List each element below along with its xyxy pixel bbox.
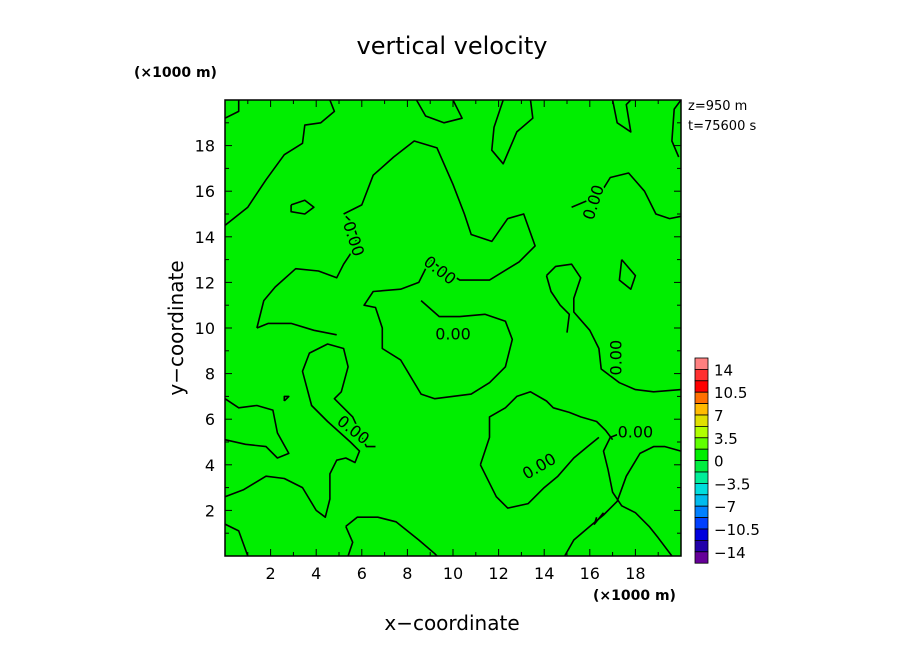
contour-line-19 [345, 526, 354, 557]
colorbar-label: −10.5 [714, 521, 760, 539]
contour-line-7 [224, 343, 376, 518]
colorbar-swatch [694, 368, 709, 382]
contour-label-5: 0.00 [618, 422, 654, 441]
y-tick-label: 8 [205, 365, 215, 384]
x-tick-label: 2 [266, 564, 276, 583]
colorbar-swatch [694, 471, 709, 484]
x-tick-label: 10 [443, 564, 463, 583]
x-tick-label: 8 [402, 564, 412, 583]
colorbar-label: −7 [714, 498, 736, 516]
colorbar-swatch [694, 528, 709, 541]
x-tick-label: 16 [580, 564, 600, 583]
contour-line-23 [283, 395, 290, 402]
contour-line-21 [618, 259, 637, 290]
contour-line-24 [671, 99, 682, 158]
time-annotation: t=75600 s [688, 119, 756, 134]
colorbar-swatch [694, 403, 709, 416]
colorbar-swatch [694, 517, 709, 530]
x-tick-label: 14 [534, 564, 554, 583]
contour-line-6 [224, 398, 290, 459]
x-axis-label: x−coordinate [384, 611, 519, 635]
contour-line-13 [479, 391, 614, 466]
contour-line-2 [415, 99, 463, 124]
colorbar-label: −14 [714, 544, 746, 562]
colorbar-swatch [694, 551, 709, 564]
contour-line-14 [479, 436, 600, 509]
y-tick-label: 4 [205, 456, 215, 475]
x-tick-label: 12 [488, 564, 508, 583]
colorbar-swatch [694, 460, 709, 473]
colorbar-swatch [694, 505, 709, 519]
y-tick-label: 2 [205, 501, 215, 520]
height-annotation: z=950 m [688, 99, 747, 114]
contour-label-2: 0.00 [435, 324, 471, 343]
contour-line-3 [491, 99, 534, 165]
contour-line-22 [290, 199, 315, 215]
y-tick-label: 16 [195, 182, 215, 201]
colorbar-label: 14 [714, 361, 733, 379]
colorbar-label: 3.5 [714, 430, 738, 448]
x-tick-label: 4 [311, 564, 321, 583]
contour-line-17 [224, 523, 249, 557]
contour-label-4: 0.00 [607, 340, 626, 376]
contour-line-0 [224, 99, 336, 227]
colorbar-label: 0 [714, 453, 724, 471]
y-unit-label: (×1000 m) [134, 65, 217, 81]
colorbar-swatch [694, 448, 709, 462]
colorbar-swatch [694, 425, 709, 439]
plot-area: 0.000.000.000.000.000.000.000.00 2 4 6 8 10 1… [195, 99, 682, 583]
colorbar-swatch [694, 380, 709, 393]
contour-lines [224, 99, 682, 557]
contour-line-16 [602, 432, 673, 557]
y-tick-label: 10 [195, 319, 215, 338]
contour-line-4 [611, 99, 632, 133]
x-unit-label: (×1000 m) [593, 588, 676, 604]
contour-line-1 [224, 100, 240, 119]
colorbar-swatch [694, 494, 709, 507]
contour-line-11 [545, 275, 571, 333]
contour-line-12 [571, 172, 682, 220]
velocity-field [225, 100, 681, 556]
axis-ticks: 2 4 6 8 10 12 14 16 18 2 4 6 8 10 12 14 16 18 [195, 100, 681, 583]
contour-line-18 [345, 516, 438, 557]
x-tick-label: 18 [625, 564, 645, 583]
y-tick-label: 18 [195, 137, 215, 156]
colorbar-swatch [694, 482, 709, 496]
colorbar-swatch [694, 391, 709, 405]
y-axis-label: y−coordinate [164, 260, 188, 395]
contour-line-9 [256, 322, 337, 336]
colorbar [694, 357, 709, 564]
colorbar-label: 10.5 [714, 384, 747, 402]
y-tick-label: 14 [195, 228, 215, 247]
x-tick-label: 6 [357, 564, 367, 583]
chart-title: vertical velocity [357, 32, 548, 60]
colorbar-swatch [694, 540, 709, 553]
contour-line-5 [343, 140, 536, 400]
contour-line-15 [564, 445, 682, 557]
colorbar-swatch [694, 437, 709, 450]
colorbar-label: 7 [714, 407, 724, 425]
colorbar-label: −3.5 [714, 475, 750, 493]
colorbar-swatch [694, 414, 709, 427]
contour-line-10 [545, 263, 682, 393]
y-tick-label: 12 [195, 273, 215, 292]
contour-line-8 [256, 215, 358, 329]
colorbar-swatch [694, 357, 709, 370]
colorbar-labels: 14 10.5 7 3.5 0 −3.5 −7 −10.5 −14 [714, 361, 760, 561]
contour-line-20 [593, 512, 605, 525]
y-tick-label: 6 [205, 410, 215, 429]
